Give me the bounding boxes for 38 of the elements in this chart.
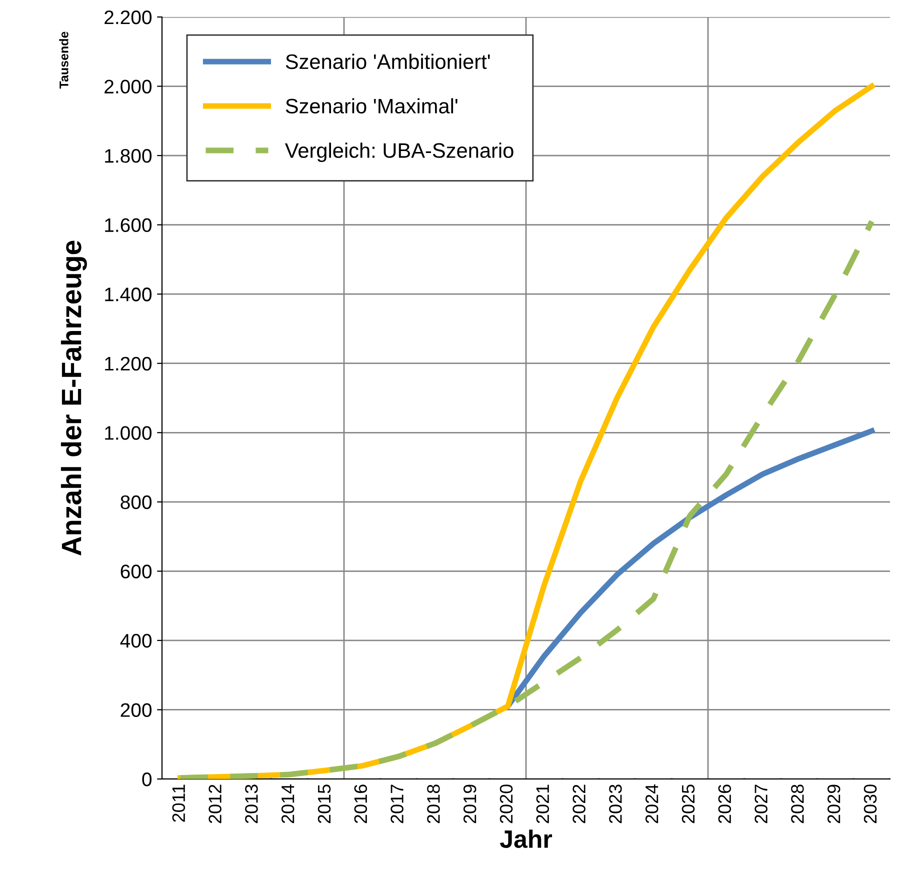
x-tick-label: 2013 bbox=[245, 784, 258, 824]
y-tick-label: 2.000 bbox=[104, 80, 152, 94]
legend-label: Szenario 'Ambitioniert' bbox=[286, 54, 490, 70]
legend-label: Szenario 'Maximal' bbox=[286, 98, 458, 114]
x-tick-label: 2029 bbox=[827, 784, 840, 824]
x-tick-label: 2016 bbox=[354, 784, 368, 824]
y-tick-label: 1.800 bbox=[105, 149, 152, 163]
y-tick-label: 2.200 bbox=[104, 10, 152, 24]
y-tick-label: 800 bbox=[120, 495, 152, 510]
x-tick-label: 2015 bbox=[318, 784, 331, 824]
x-tick-label: 2021 bbox=[536, 784, 550, 824]
x-tick-label: 2022 bbox=[572, 784, 586, 824]
x-tick-label: 2025 bbox=[682, 784, 695, 824]
y-axis-title: Anzahl der E-Fahrzeuge bbox=[60, 240, 87, 556]
x-tick-label: 2014 bbox=[281, 784, 294, 824]
x-tick-label: 2028 bbox=[791, 784, 804, 824]
x-tick-label: 2019 bbox=[463, 784, 476, 824]
x-tick-label: 2024 bbox=[645, 784, 658, 824]
x-tick-label: 2017 bbox=[390, 784, 404, 824]
y-tick-label: 600 bbox=[120, 564, 152, 578]
x-tick-label: 2020 bbox=[500, 784, 513, 824]
y-tick-label: 200 bbox=[120, 703, 152, 717]
y-tick-label: 1.000 bbox=[105, 426, 152, 440]
y-tick-label: 1.400 bbox=[105, 288, 152, 302]
x-tick-label: 2012 bbox=[208, 784, 222, 824]
x-tick-label: 2023 bbox=[609, 784, 622, 824]
y-tick-label: 0 bbox=[142, 772, 152, 786]
x-tick-label: 2011 bbox=[172, 784, 186, 822]
x-tick-label: 2018 bbox=[427, 784, 440, 824]
text: Tausende bbox=[59, 32, 68, 89]
y-tick-label: 1.200 bbox=[105, 356, 152, 371]
y-tick-label: 1.600 bbox=[105, 218, 152, 232]
x-tick-label: 2030 bbox=[864, 784, 877, 824]
legend-label: Vergleich: UBA-Szenario bbox=[284, 142, 514, 162]
x-tick-label: 2027 bbox=[754, 784, 768, 824]
x-axis-title: Jahr bbox=[500, 830, 552, 848]
x-tick-label: 2026 bbox=[718, 784, 732, 824]
y-tick-label: 400 bbox=[120, 634, 152, 648]
